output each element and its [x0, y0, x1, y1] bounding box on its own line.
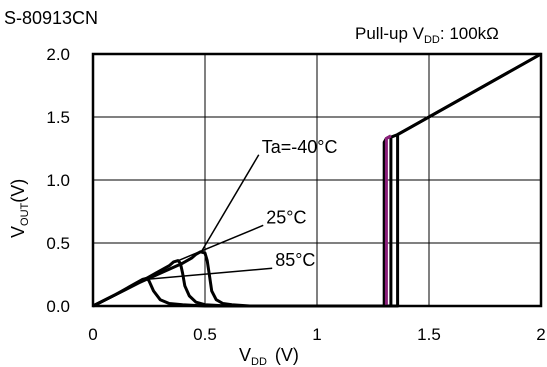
x-tick-label: 1	[312, 325, 321, 344]
x-axis-label-main: V	[239, 345, 251, 365]
annotation-label-1: Ta=-40°C	[262, 137, 338, 157]
pullup-note-sub: DD	[424, 34, 440, 46]
y-tick-label: 0.0	[46, 297, 70, 316]
grid	[93, 54, 541, 306]
chart-title: S-80913CN	[4, 8, 98, 28]
x-axis-label-sub: DD	[251, 356, 267, 367]
y-axis-label: VOUT(V)	[8, 179, 31, 238]
x-tick-label: 2	[536, 325, 545, 344]
annotation-label-3: 85°C	[275, 250, 315, 270]
series-highlight-line	[384, 134, 392, 306]
x-axis-label: VDD (V)	[239, 345, 299, 367]
pullup-note-prefix: Pull-up V	[355, 24, 425, 43]
y-axis-label-sub: OUT	[19, 202, 31, 226]
y-axis-label-unit: (V)	[8, 179, 28, 203]
x-tick-label: 1.5	[417, 325, 441, 344]
x-tick-label: 0	[88, 325, 97, 344]
annotation-layer: Ta=-40°C 25°C 85°C	[144, 137, 338, 281]
y-tick-label: 2.0	[46, 45, 70, 64]
y-tick-label: 0.5	[46, 234, 70, 253]
annotation-label-2: 25°C	[266, 207, 306, 227]
pullup-note: Pull-up VDD: 100kΩ	[355, 24, 499, 46]
y-tick-label: 1.5	[46, 108, 70, 127]
pullup-note-suffix: : 100kΩ	[440, 24, 499, 43]
x-axis-label-unit: (V)	[275, 345, 299, 365]
y-tick-label: 1.0	[46, 171, 70, 190]
annotation-leader-2	[177, 224, 264, 262]
plot-frame	[91, 52, 543, 308]
x-tick-label: 0.5	[193, 325, 217, 344]
annotation-leader-1	[199, 154, 260, 254]
tick-labels: 0 0.5 1 1.5 2 0.0 0.5 1.0 1.5 2.0	[46, 45, 545, 344]
y-axis-label-main: V	[8, 226, 28, 238]
series-line-3	[92, 134, 392, 308]
annotation-leader-3	[144, 267, 273, 281]
